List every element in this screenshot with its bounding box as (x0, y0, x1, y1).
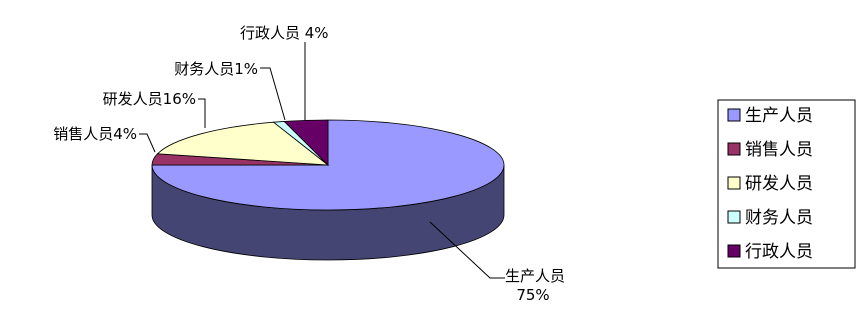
legend-label-2: 研发人员 (745, 174, 813, 194)
legend-swatch-2 (727, 176, 741, 190)
legend-swatch-3 (727, 210, 741, 224)
legend-label-1: 销售人员 (745, 140, 813, 160)
legend-label-3: 财务人员 (745, 208, 813, 228)
leader-line-3 (260, 67, 286, 121)
legend-swatch-0 (727, 108, 741, 122)
pie-slice-2 (156, 121, 330, 166)
legend-swatch-4 (727, 244, 741, 258)
data-label-1: 销售人员4% (53, 125, 137, 143)
data-label-2: 研发人员16% (103, 90, 196, 108)
pie-slice-4 (283, 119, 329, 166)
legend-label-4: 行政人员 (745, 242, 813, 262)
pie-layer (151, 119, 505, 261)
legend-box (717, 99, 856, 269)
leader-line-1 (139, 133, 156, 153)
data-label-0-value: 75% (516, 286, 549, 304)
data-label-3: 财务人员1% (174, 60, 258, 78)
leader-line-2 (198, 98, 206, 128)
pie-slice-0 (151, 119, 505, 211)
data-label-0: 生产人员 (505, 267, 565, 285)
leader-line-0 (429, 221, 505, 279)
legend-label-0: 生产人员 (745, 106, 813, 126)
data-label-4: 行政人员 4% (240, 24, 329, 42)
legend-swatch-1 (727, 142, 741, 156)
